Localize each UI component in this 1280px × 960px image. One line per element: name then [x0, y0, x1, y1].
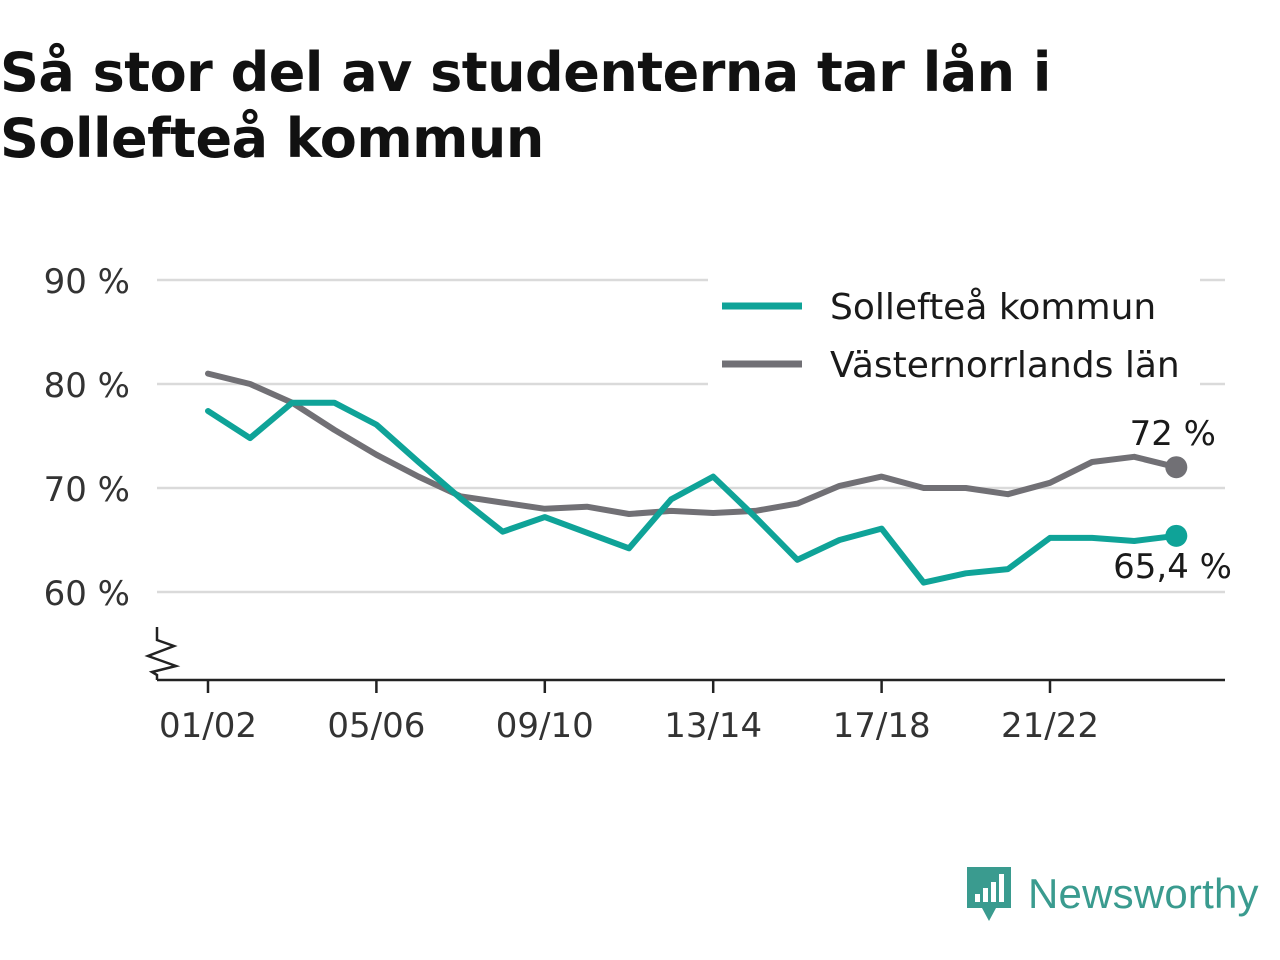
y-tick-label: 80 % [44, 366, 130, 406]
end-label-sollefteå-kommun: 65,4 % [1113, 547, 1232, 587]
newsworthy-logo-icon [964, 864, 1014, 924]
end-point-sollefteå-kommun [1165, 525, 1187, 547]
series-lines [208, 374, 1176, 583]
end-point-västernorrlands-län [1165, 456, 1187, 478]
x-tick-label: 09/10 [496, 706, 594, 746]
x-tick-label: 13/14 [664, 706, 762, 746]
end-label-västernorrlands-län: 72 % [1130, 414, 1216, 454]
x-tick-label: 01/02 [159, 706, 257, 746]
y-tick-label: 70 % [44, 470, 130, 510]
legend-label-sollefteå-kommun: Sollefteå kommun [830, 287, 1156, 328]
brand-logo: Newsworthy [964, 864, 1259, 924]
x-tick-label: 21/22 [1001, 706, 1099, 746]
y-axis-break-icon [148, 627, 176, 680]
y-tick-label: 90 % [44, 262, 130, 302]
legend-label-västernorrlands-län: Västernorrlands län [830, 345, 1180, 386]
x-axis [157, 680, 1225, 693]
x-axis-labels: 01/02 05/06 09/10 13/14 17/18 21/22 [159, 706, 1099, 746]
legend: Sollefteå kommun Västernorrlands län [708, 275, 1200, 387]
x-tick-label: 05/06 [327, 706, 425, 746]
brand-name: Newsworthy [1028, 870, 1259, 918]
end-labels: 65,4 % 72 % [1113, 414, 1232, 587]
line-chart: 90 % 80 % 70 % 60 % 01/02 05/06 09/10 13/14 17/… [0, 0, 1280, 960]
x-tick-label: 17/18 [833, 706, 931, 746]
series-line-sollefteå-kommun [208, 403, 1176, 583]
y-axis-labels: 90 % 80 % 70 % 60 % [44, 262, 130, 614]
y-tick-label: 60 % [44, 574, 130, 614]
series-line-västernorrlands-län [208, 374, 1176, 514]
